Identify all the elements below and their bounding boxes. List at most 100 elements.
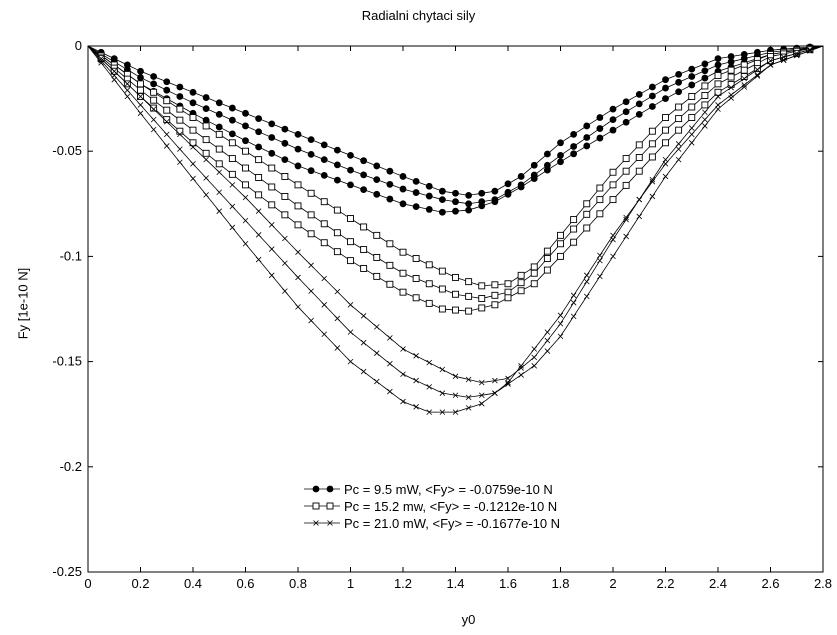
cross-stroke — [268, 272, 275, 279]
data-point — [333, 146, 341, 154]
cross-stroke — [715, 106, 721, 112]
data-point — [163, 143, 170, 149]
cross-stroke — [373, 378, 380, 385]
data-point — [741, 82, 748, 88]
data-point — [163, 106, 171, 114]
data-point — [439, 409, 446, 415]
cross-stroke — [570, 292, 577, 299]
cross-stroke — [597, 257, 603, 264]
data-point — [425, 206, 433, 213]
data-point — [662, 95, 669, 102]
data-point — [412, 177, 420, 185]
data-point — [294, 130, 302, 138]
data-point — [557, 231, 564, 239]
cross-stroke — [767, 62, 774, 68]
cross-stroke — [688, 131, 695, 138]
data-point — [662, 76, 669, 84]
data-point — [570, 299, 577, 306]
legend-entry: Pc = 9.5 mW, <Fy> = -0.0759e-10 N — [304, 482, 553, 497]
data-point — [177, 159, 183, 166]
data-point — [609, 181, 617, 189]
data-point — [412, 189, 420, 196]
cross-stroke — [413, 353, 419, 359]
cross-stroke — [610, 232, 616, 239]
data-point — [163, 86, 171, 94]
data-point — [505, 381, 511, 387]
data-point — [308, 317, 314, 324]
data-point — [504, 280, 512, 288]
data-point — [649, 193, 656, 200]
data-point — [387, 388, 393, 395]
data-point — [452, 306, 459, 314]
legend-label: Pc = 21.0 mW, <Fy> = -0.1677e-10 N — [344, 516, 560, 531]
data-point — [688, 103, 696, 111]
data-point — [504, 288, 512, 296]
data-point — [255, 128, 263, 136]
data-point — [228, 104, 236, 112]
data-point — [202, 122, 210, 130]
cross-stroke — [439, 366, 446, 373]
data-point — [478, 282, 486, 290]
cross-stroke — [754, 72, 761, 78]
data-point — [124, 81, 131, 87]
cross-stroke — [518, 365, 524, 371]
data-point — [189, 114, 197, 121]
data-point — [596, 134, 604, 142]
cross-stroke — [255, 232, 262, 238]
data-point — [675, 88, 683, 96]
data-point — [425, 280, 433, 288]
data-point — [570, 313, 577, 320]
legend-entry: Pc = 21.0 mW, <Fy> = -0.1677e-10 N — [304, 516, 560, 531]
data-point — [648, 83, 656, 91]
cross-stroke — [124, 81, 131, 87]
data-point — [727, 58, 735, 66]
cross-stroke — [505, 379, 511, 386]
cross-stroke — [636, 196, 643, 203]
data-point — [491, 281, 499, 289]
data-point — [425, 182, 433, 190]
cross-stroke — [465, 394, 472, 401]
cross-stroke — [754, 66, 761, 73]
series-line — [87, 45, 824, 286]
data-point — [570, 216, 578, 224]
data-point — [215, 99, 223, 107]
series-3 — [87, 45, 824, 415]
data-point — [452, 290, 459, 298]
cross-stroke — [675, 146, 682, 152]
data-point — [255, 208, 262, 214]
data-point — [386, 180, 394, 188]
data-point — [202, 94, 210, 101]
cross-stroke — [583, 278, 590, 285]
series-line — [87, 45, 824, 398]
cross-stroke — [295, 274, 301, 281]
data-point — [609, 126, 617, 134]
data-point — [307, 211, 315, 219]
data-point — [347, 329, 354, 335]
cross-stroke — [334, 345, 341, 351]
cross-stroke — [649, 178, 656, 185]
data-point — [622, 108, 630, 116]
cross-stroke — [308, 317, 314, 324]
cross-stroke — [98, 57, 104, 64]
data-point — [491, 291, 499, 299]
data-point — [767, 62, 774, 68]
data-point — [727, 66, 735, 74]
cross-stroke — [544, 337, 551, 344]
data-point — [505, 379, 511, 386]
cross-stroke — [439, 409, 446, 415]
data-point — [268, 149, 276, 157]
data-point — [635, 110, 643, 118]
data-point — [465, 200, 473, 208]
data-point — [701, 60, 709, 68]
cross-stroke — [203, 192, 209, 198]
data-point — [452, 189, 459, 197]
data-point — [111, 76, 118, 83]
data-point — [413, 404, 419, 410]
series-line — [87, 45, 824, 413]
data-point — [320, 171, 328, 179]
data-point — [596, 125, 604, 132]
data-point — [373, 324, 380, 330]
cross-stroke — [741, 82, 748, 88]
data-point — [360, 171, 368, 179]
data-point — [163, 97, 171, 105]
